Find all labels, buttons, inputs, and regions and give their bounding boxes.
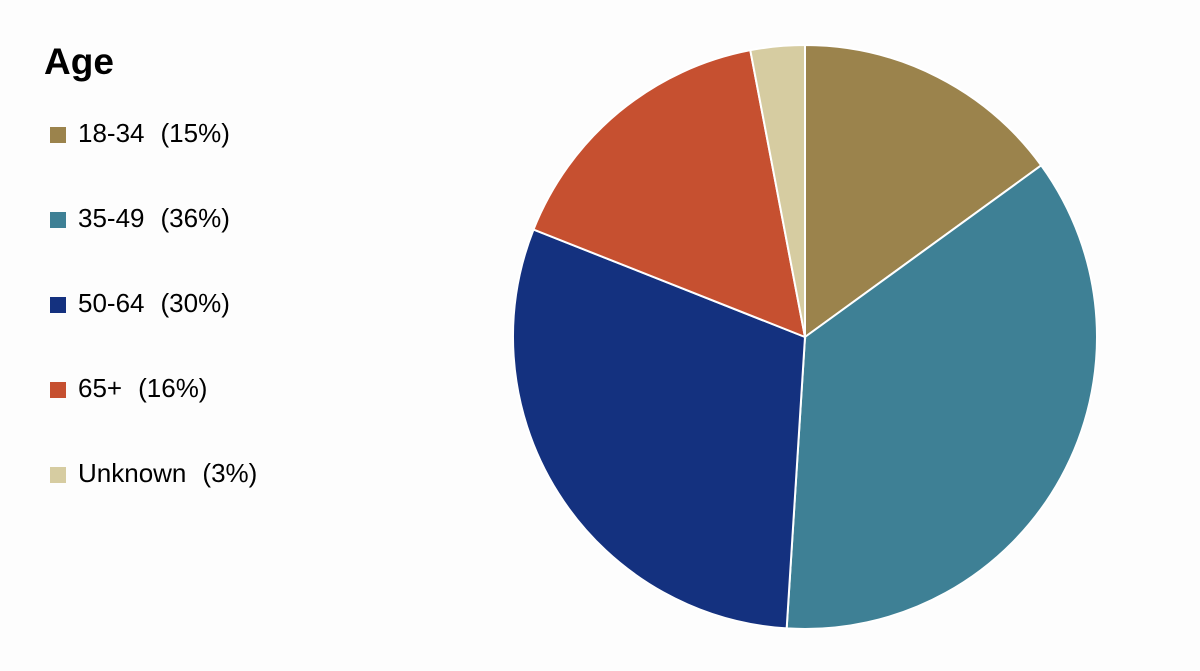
legend-category: Unknown xyxy=(78,458,186,488)
legend-swatch xyxy=(50,467,66,483)
pie-slice xyxy=(785,163,1098,630)
legend-category: 65+ xyxy=(78,373,122,403)
legend-label: 50-64 (30%) xyxy=(78,288,230,318)
legend-value: (36%) xyxy=(161,203,230,233)
legend-label: 18-34 (15%) xyxy=(78,118,230,148)
legend-category: 35-49 xyxy=(78,203,145,233)
legend-value: (30%) xyxy=(161,288,230,318)
legend-label: Unknown (3%) xyxy=(78,458,257,488)
legend-swatch xyxy=(50,297,66,313)
legend-swatch xyxy=(50,382,66,398)
legend-label: 65+ (16%) xyxy=(78,373,207,403)
legend-label: 35-49 (36%) xyxy=(78,203,230,233)
legend-value: (16%) xyxy=(138,373,207,403)
legend-category: 50-64 xyxy=(78,288,145,318)
legend-swatch xyxy=(50,127,66,143)
legend-swatch xyxy=(50,212,66,228)
chart-title: Age xyxy=(44,41,114,82)
pie-slice xyxy=(512,228,807,630)
legend-category: 18-34 xyxy=(78,118,145,148)
pie-slice xyxy=(804,43,1043,339)
legend-value: (15%) xyxy=(161,118,230,148)
pie-slice xyxy=(749,43,806,338)
legend-value: (3%) xyxy=(202,458,257,488)
pie-slice xyxy=(532,49,807,339)
